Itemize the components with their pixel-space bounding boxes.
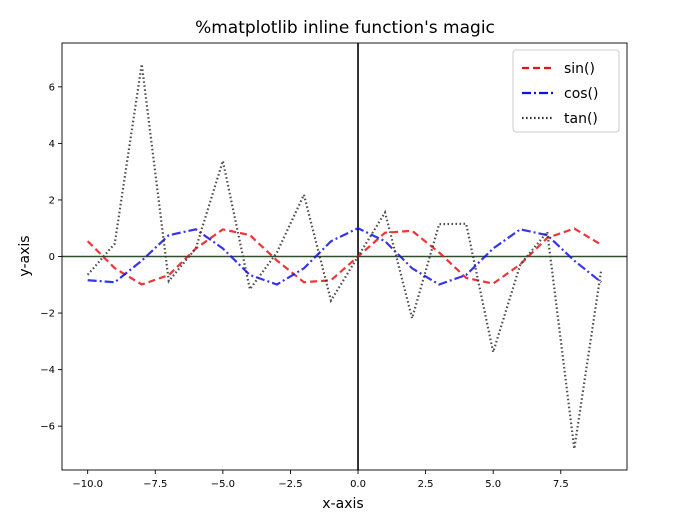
chart-title: %matplotlib inline function's magic [195, 18, 495, 38]
series-line-0 [86, 227, 602, 286]
y-tick-label: 2 [49, 195, 55, 206]
x-tick-label: −5.0 [211, 479, 235, 490]
series-line-1 [87, 226, 603, 286]
series-line-2 [86, 64, 603, 449]
y-tick-label: 0 [49, 252, 55, 263]
x-tick-label: −2.5 [278, 479, 302, 490]
x-axis-label: x-axis [322, 496, 363, 512]
y-axis-label: y-axis [17, 235, 33, 276]
y-tick-label: −4 [40, 365, 55, 376]
legend-box [512, 49, 620, 133]
x-tick-label: 5.0 [485, 479, 501, 490]
plot-area: −10.0 −7.5 −5.0 −2.5 0.0 2.5 5.0 7.5 −6 −4 −2 0 2 4 6 s… [40, 42, 628, 490]
y-tick-label: −6 [40, 422, 55, 433]
x-tick-label: −10.0 [72, 479, 103, 490]
y-tick-label: 6 [49, 82, 55, 93]
y-tick-label: 4 [49, 139, 55, 150]
x-tick-label: 0.0 [350, 479, 366, 490]
legend-label: cos() [564, 86, 598, 102]
x-tick-label: 2.5 [418, 479, 434, 490]
x-tick-label: −7.5 [143, 479, 167, 490]
x-tick-label: 7.5 [553, 479, 569, 490]
legend-label: sin() [564, 61, 595, 77]
legend-label: tan() [564, 111, 598, 127]
legend: sin() cos() tan() [512, 49, 620, 133]
y-tick-label: −2 [40, 309, 55, 320]
